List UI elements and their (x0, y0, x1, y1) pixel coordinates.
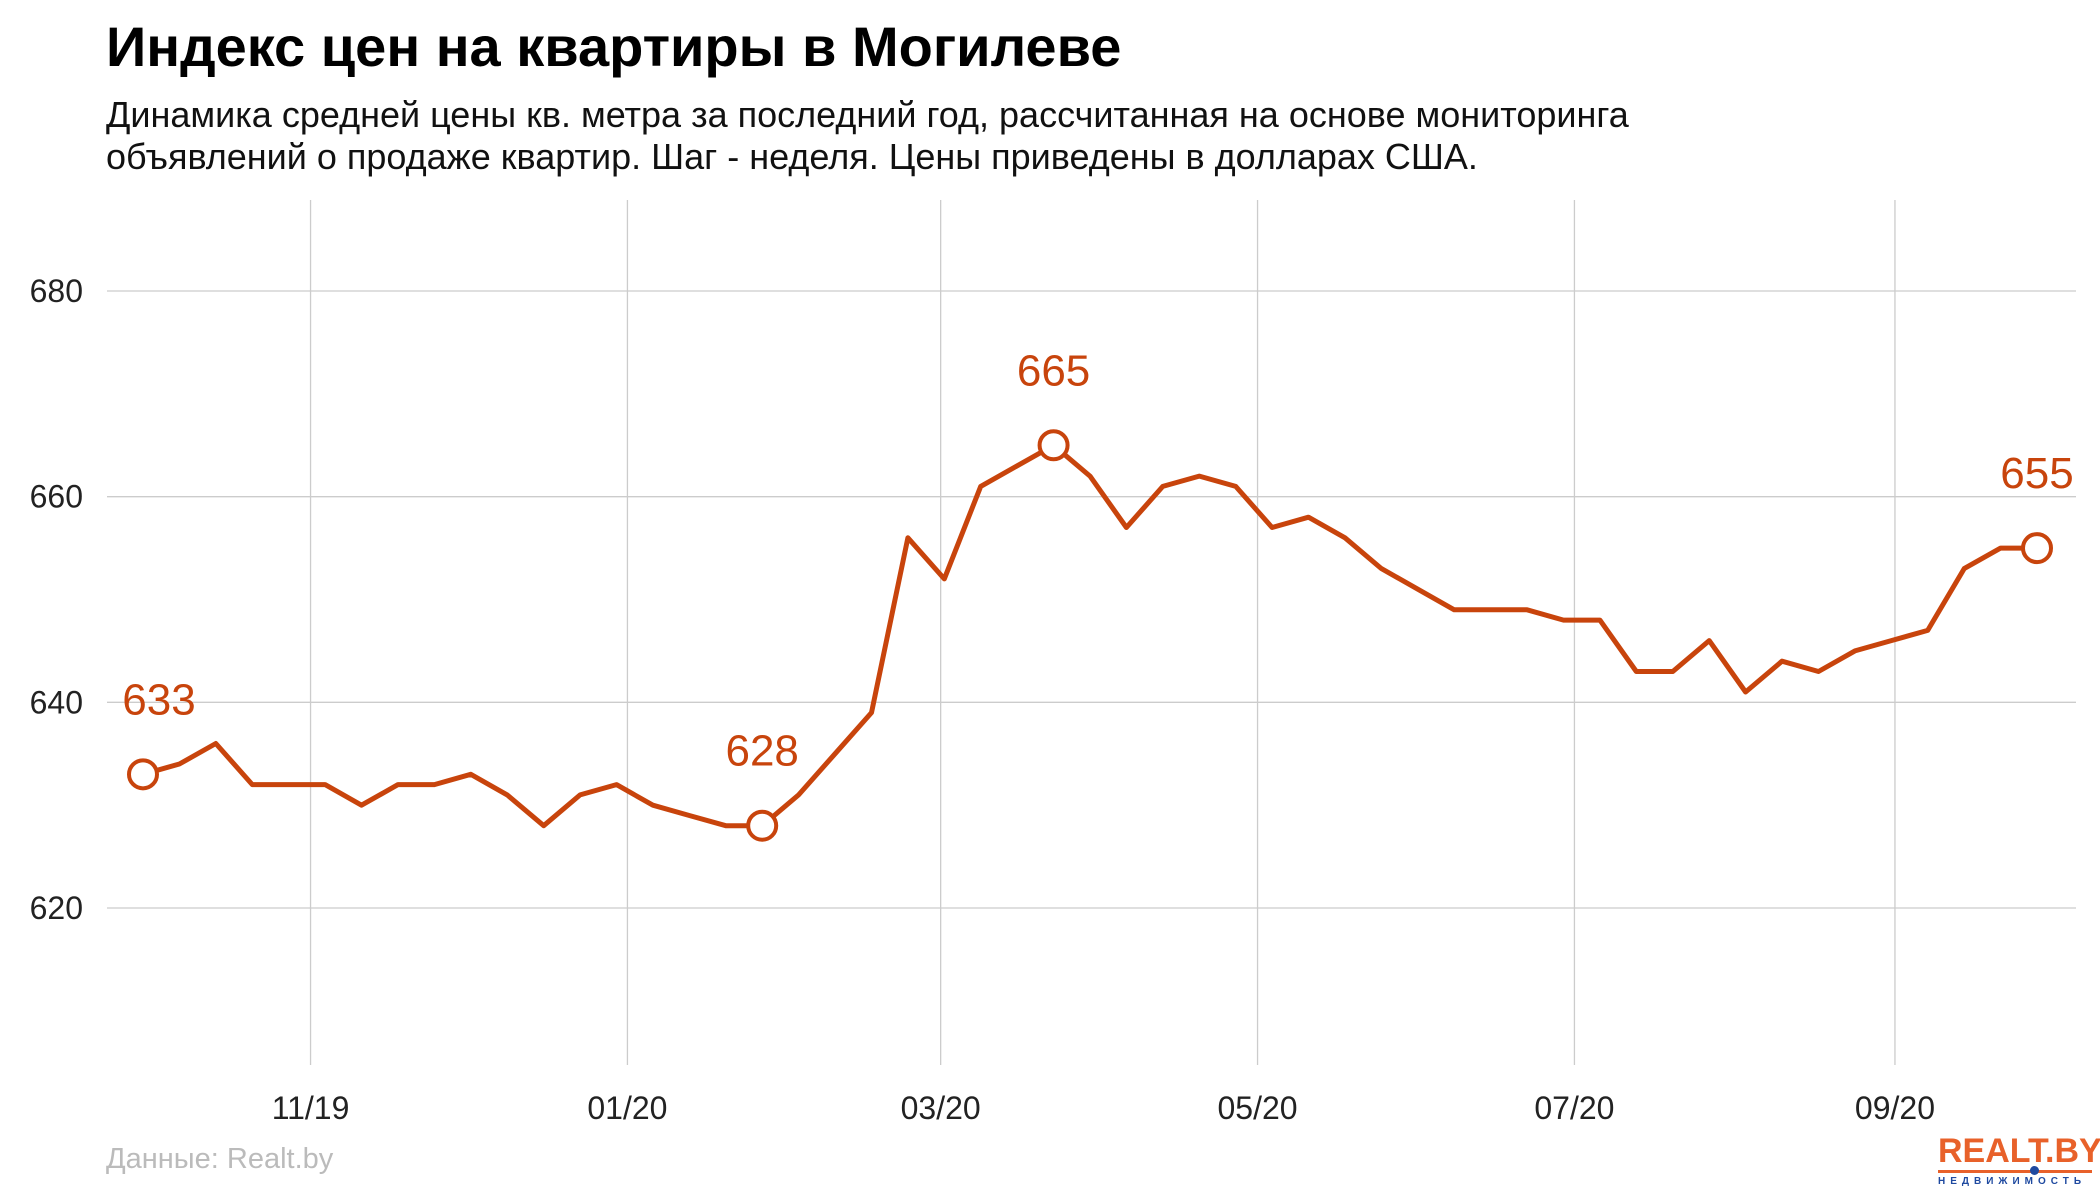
x-tick-label: 09/20 (1855, 1090, 1935, 1126)
subtitle-line-2: объявлений о продаже квартир. Шаг - неде… (106, 136, 1478, 177)
point-value-label: 655 (2000, 449, 2073, 498)
highlight-point-marker (127, 758, 159, 791)
logo-dot (2030, 1166, 2039, 1175)
x-tick-label: 03/20 (901, 1090, 981, 1126)
y-tick-label: 680 (30, 273, 83, 309)
logo-bar (1938, 1166, 2092, 1175)
chart-title: Индекс цен на квартиры в Могилеве (106, 15, 1122, 78)
x-tick-label: 01/20 (587, 1090, 667, 1126)
x-tick-label: 07/20 (1534, 1090, 1614, 1126)
chart-subtitle: Динамика средней цены кв. метра за после… (106, 94, 1906, 178)
point-value-label: 665 (1017, 346, 1090, 395)
subtitle-line-1: Динамика средней цены кв. метра за после… (106, 94, 1629, 135)
price-line (142, 442, 2037, 829)
highlight-point-marker (2021, 532, 2053, 565)
logo-text: REALT.BY (1938, 1132, 2100, 1170)
logo-subtext: НЕДВИЖИМОСТЬ (1938, 1176, 2087, 1187)
x-tick-label: 11/19 (272, 1090, 350, 1126)
highlight-point-marker (746, 809, 779, 842)
data-source: Данные: Realt.by (106, 1143, 334, 1175)
point-value-label: 628 (725, 727, 798, 776)
y-tick-label: 640 (30, 684, 83, 720)
y-tick-label: 620 (30, 890, 83, 926)
realt-by-logo: REALT.BY НЕДВИЖИМОСТЬ (1938, 1132, 2100, 1187)
point-value-label: 633 (122, 675, 195, 724)
y-tick-label: 660 (30, 479, 83, 515)
highlight-point-marker (1037, 429, 1070, 462)
x-tick-label: 05/20 (1218, 1090, 1298, 1126)
